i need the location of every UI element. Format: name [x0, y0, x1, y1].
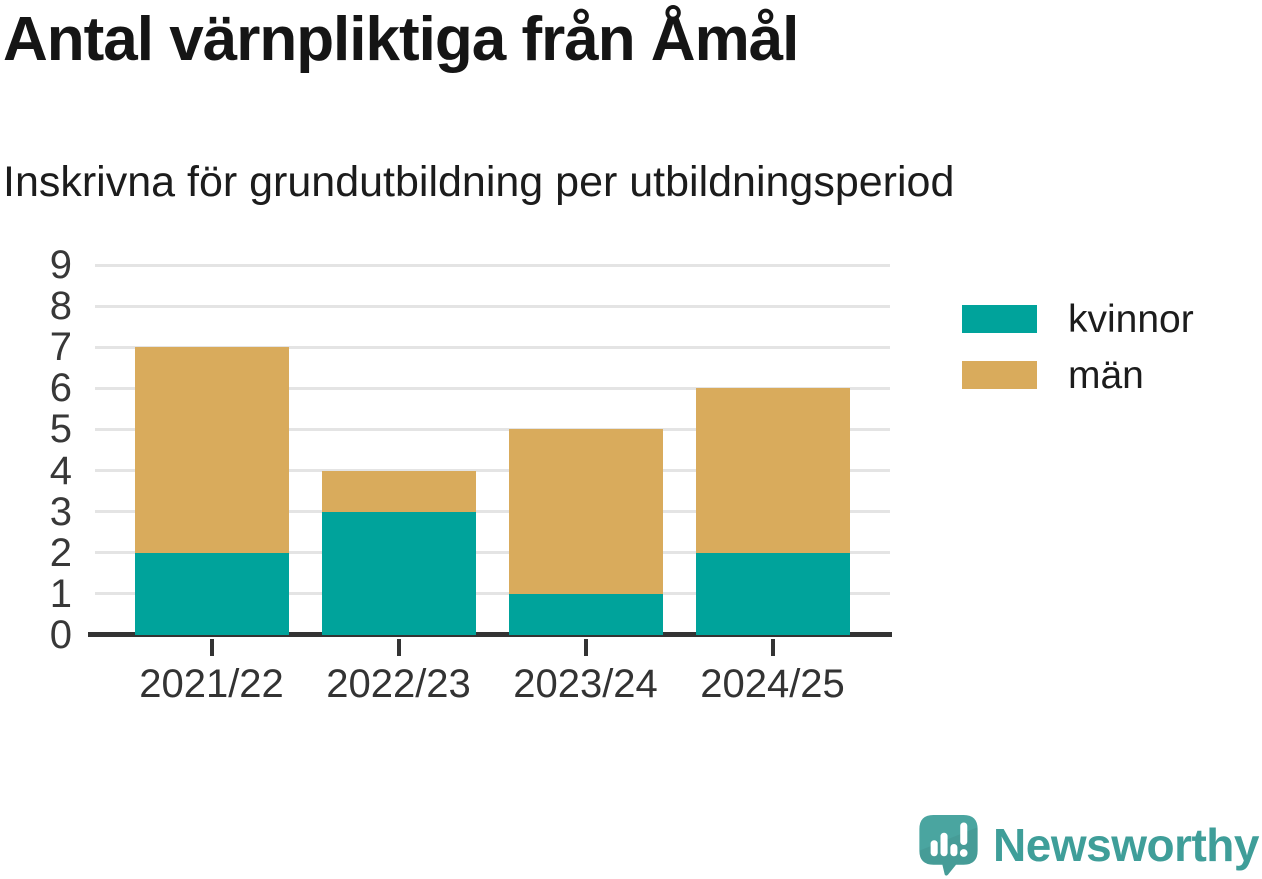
x-tick-mark — [583, 639, 588, 656]
y-tick-label: 8 — [49, 284, 72, 329]
gridline — [95, 551, 890, 555]
chart-title: Antal värnpliktiga från Åmål — [3, 5, 799, 74]
y-tick-label: 1 — [49, 571, 72, 616]
bar-segment-män — [695, 388, 850, 553]
x-tick-label: 2024/25 — [700, 662, 845, 706]
legend-label: män — [1068, 353, 1144, 397]
legend-label: kvinnor — [1068, 297, 1194, 341]
bar-segment-kvinnor — [134, 552, 289, 635]
legend-swatch — [962, 361, 1037, 389]
y-tick-label: 9 — [49, 243, 72, 287]
x-tick-label: 2023/24 — [513, 662, 658, 706]
legend: kvinnor män — [962, 300, 1194, 417]
x-tick-mark — [209, 639, 214, 656]
plot-area: 2021/22 2022/23 2023/24 2024/25 — [88, 263, 892, 706]
x-tick-mark — [396, 639, 401, 656]
y-tick-label: 2 — [49, 530, 72, 575]
gridline — [95, 386, 890, 390]
gridline — [95, 592, 890, 596]
newsworthy-logo-icon — [919, 814, 978, 876]
y-tick-label: 5 — [49, 407, 72, 452]
x-tick-label: 2022/23 — [326, 662, 471, 706]
gridline — [95, 345, 890, 349]
gridline — [95, 263, 890, 267]
y-tick-label: 7 — [49, 325, 72, 370]
legend-item-kvinnor: kvinnor — [962, 300, 1194, 339]
brand-wordmark: Newsworthy — [993, 819, 1259, 871]
bar-segment-kvinnor — [508, 593, 663, 635]
y-tick-label: 4 — [49, 448, 72, 493]
chart-subtitle: Inskrivna för grundutbildning per utbild… — [3, 158, 955, 206]
bar-segment-män — [508, 429, 663, 594]
x-axis-line — [88, 632, 892, 637]
y-tick-label: 0 — [49, 613, 72, 657]
gridline — [95, 427, 890, 431]
gridline — [95, 469, 890, 473]
y-tick-label: 6 — [49, 366, 72, 411]
brand-footer: Newsworthy — [917, 814, 1259, 876]
legend-swatch — [962, 305, 1037, 333]
bar-segment-män — [321, 470, 476, 512]
bar-segment-kvinnor — [695, 552, 850, 635]
y-tick-label: 3 — [49, 489, 72, 534]
x-tick-label: 2021/22 — [139, 662, 284, 706]
bar-segment-kvinnor — [321, 511, 476, 635]
bar-segment-män — [134, 347, 289, 553]
x-tick-mark — [770, 639, 775, 656]
legend-item-män: män — [962, 356, 1194, 395]
gridline — [95, 304, 890, 308]
gridline — [95, 510, 890, 514]
